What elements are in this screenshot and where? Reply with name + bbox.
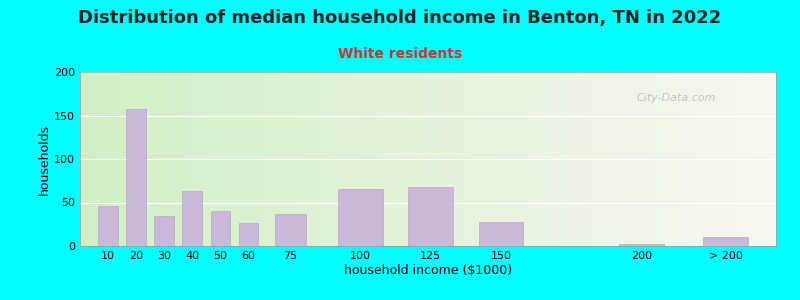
Text: White residents: White residents (338, 46, 462, 61)
Bar (619, 244, 664, 246)
Bar (98, 206, 118, 246)
Bar (275, 214, 306, 246)
X-axis label: household income ($1000): household income ($1000) (344, 264, 512, 277)
Bar (703, 237, 748, 246)
Y-axis label: households: households (38, 123, 51, 195)
Bar (126, 109, 146, 246)
Bar (154, 215, 174, 246)
Bar (210, 211, 230, 246)
Text: City-Data.com: City-Data.com (637, 93, 716, 103)
Bar (238, 224, 258, 246)
Bar (338, 190, 383, 246)
Text: Distribution of median household income in Benton, TN in 2022: Distribution of median household income … (78, 9, 722, 27)
Bar (182, 191, 202, 246)
Bar (408, 187, 454, 246)
Bar (478, 222, 523, 246)
